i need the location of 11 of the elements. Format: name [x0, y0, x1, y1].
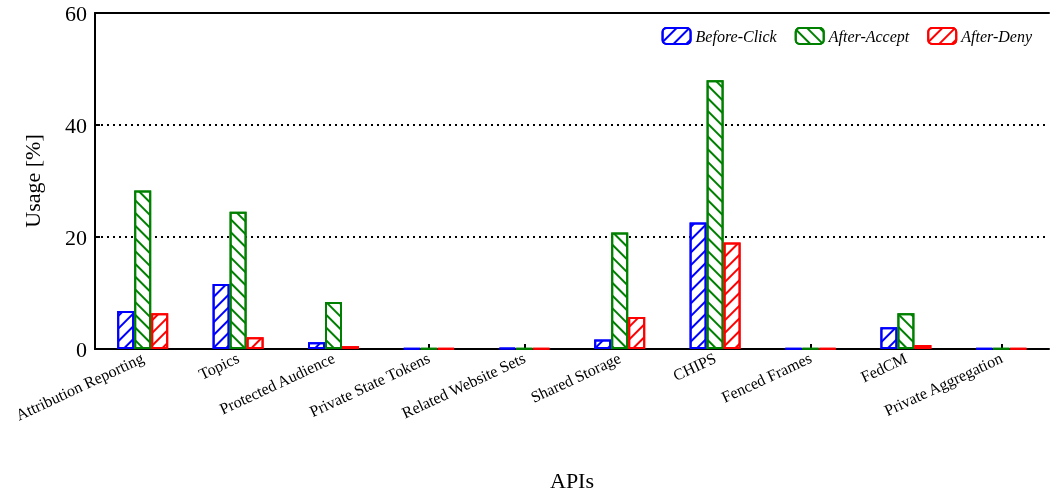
x-tick-label: CHIPS [670, 349, 719, 384]
y-tick-label: 0 [76, 336, 87, 362]
x-axis-title: APIs [549, 467, 595, 493]
legend-label: After-Accept [827, 27, 910, 46]
y-tick-label: 40 [65, 112, 87, 138]
y-tick-label: 20 [65, 224, 87, 250]
x-tick-label: Topics [196, 349, 243, 384]
y-tick-label: 60 [65, 0, 87, 26]
y-axis-title: Usage [%] [19, 134, 45, 228]
legend-label: After-Deny [960, 27, 1033, 46]
legend-label: Before-Click [695, 27, 778, 46]
